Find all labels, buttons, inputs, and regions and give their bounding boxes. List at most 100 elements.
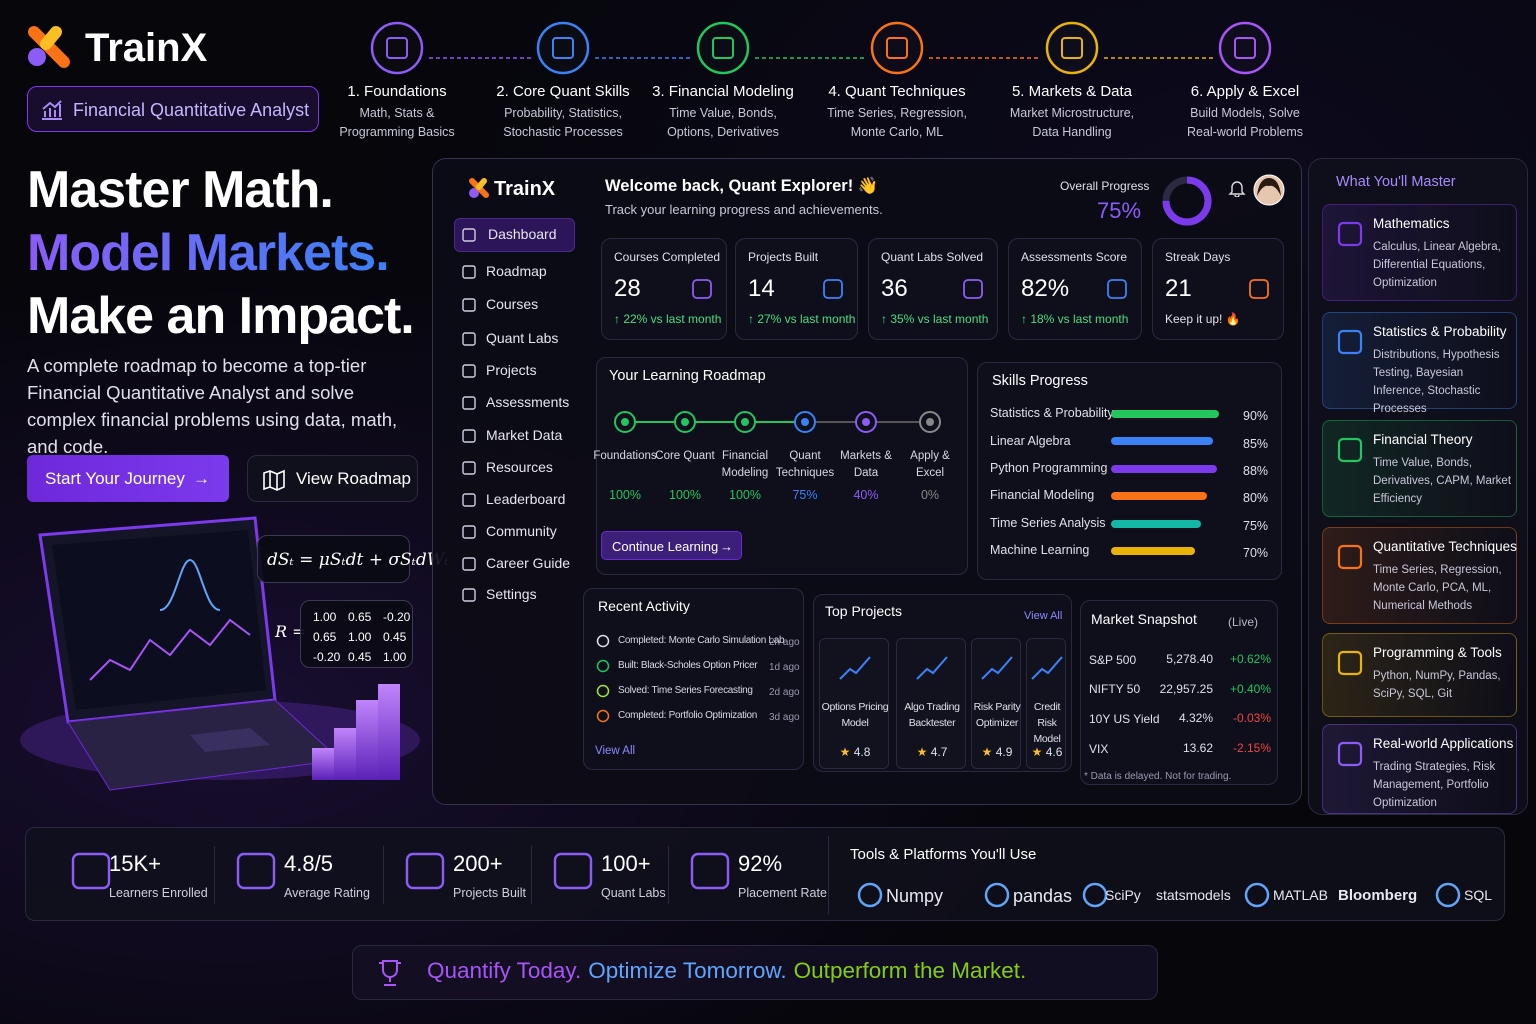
stage-node <box>793 410 817 434</box>
nav-item[interactable]: Assessments <box>486 394 570 411</box>
master-icon <box>1335 648 1365 678</box>
nav-item[interactable]: Settings <box>486 586 537 603</box>
primary-button[interactable]: Start Your Journey → <box>27 455 229 502</box>
rating: 4.6 <box>1045 745 1063 759</box>
activity-panel: Recent Activity Completed: Monte Carlo Si… <box>583 588 804 770</box>
market-note: * Data is delayed. Not for trading. <box>1084 770 1232 782</box>
market-name: VIX <box>1089 741 1109 756</box>
stat-card: Courses Completed 28 ↑ 22% vs last month <box>601 238 727 340</box>
stage-name: Apply & Excel <box>910 450 950 479</box>
step-connector <box>595 47 691 59</box>
tool-name: statsmodels <box>1156 887 1231 904</box>
continue-button[interactable]: Continue Learning → <box>601 531 742 560</box>
activity-time: 2h ago <box>769 636 800 648</box>
skill-bar <box>1111 519 1201 528</box>
step-text: 5. Markets & Data Market Microstructure, D… <box>982 83 1162 142</box>
project-card: Algo Trading Backtester ★ 4.7 <box>896 638 966 769</box>
master-title: Quantitative Techniques <box>1373 538 1517 554</box>
market-value: 5,278.40 <box>1166 652 1213 666</box>
step-text: 6. Apply & Excel Build Models, Solve Real-… <box>1155 83 1335 142</box>
step-title: 1. Foundations <box>347 83 447 100</box>
step-desc: Options, Derivatives <box>667 125 779 139</box>
matrix-cell: 0.45 <box>383 629 407 644</box>
master-desc: Distributions, Hypothesis Testing, Bayes… <box>1373 349 1500 415</box>
dash-brand: TrainX <box>494 177 556 200</box>
avatar <box>1253 174 1285 206</box>
matrix-cell: -0.20 <box>313 649 341 664</box>
skill-name: Time Series Analysis <box>990 515 1106 530</box>
master-card: Real-world Applications Trading Strategie… <box>1322 724 1517 814</box>
master-desc: Time Series, Regression, Monte Carlo, PC… <box>1373 564 1502 612</box>
stat-label: Assessments Score <box>1021 249 1128 264</box>
button-label: View Roadmap <box>296 469 411 489</box>
bell <box>1228 179 1246 198</box>
master-card: Programming & Tools Python, NumPy, Pandas… <box>1322 633 1517 717</box>
step-desc: Stochastic Processes <box>503 125 623 139</box>
skill-name: Statistics & Probability <box>990 406 1114 421</box>
market-value: 13.62 <box>1182 741 1213 756</box>
activity-text: Completed: Monte Carlo Simulation Lab <box>618 634 785 646</box>
tool-name: Numpy <box>886 885 944 906</box>
skill-bar <box>1111 410 1219 418</box>
master-title: Real-world Applications <box>1373 735 1514 751</box>
nav-item[interactable]: Community <box>486 523 557 540</box>
stage-node <box>673 410 697 434</box>
step-icon <box>1045 21 1099 75</box>
master-icon <box>1335 327 1365 357</box>
nav-item[interactable]: Quant Labs <box>486 330 559 347</box>
stat-icon <box>690 277 714 301</box>
tool-icon <box>1434 881 1462 909</box>
market-name: NIFTY 50 <box>1089 682 1141 697</box>
nav-item[interactable]: Leaderboard <box>486 491 566 508</box>
master-title: Financial Theory <box>1373 431 1473 447</box>
stat-card: Streak Days 21 Keep it up! 🔥 <box>1152 238 1284 340</box>
panel-title: Recent Activity <box>598 598 690 615</box>
master-desc: Trading Strategies, Risk Management, Por… <box>1373 761 1496 809</box>
nav-item[interactable]: Dashboard <box>488 226 557 243</box>
tool-name: SciPy <box>1105 887 1141 904</box>
stat-icon <box>234 850 278 892</box>
stage-node <box>854 410 878 434</box>
panel-title: Top Projects <box>825 603 903 620</box>
stat-label: Projects Built <box>748 249 819 264</box>
nav-item[interactable]: Roadmap <box>486 263 547 280</box>
market-change: +0.40% <box>1229 681 1271 696</box>
step-text: 2. Core Quant Skills Probability, Statist… <box>473 83 653 142</box>
master-desc: Python, NumPy, Pandas, SciPy, SQL, Git <box>1373 670 1501 700</box>
matrix-cell: -0.20 <box>383 609 411 624</box>
view-all[interactable]: View All <box>1024 610 1063 623</box>
master-card: Mathematics Calculus, Linear Algebra, Dif… <box>1322 204 1517 301</box>
activity-text: Completed: Portfolio Optimization <box>618 709 758 721</box>
step-icon <box>870 21 924 75</box>
stat-value: 36 <box>881 275 908 303</box>
matrix-label: R = <box>275 622 306 642</box>
nav-item[interactable]: Projects <box>486 362 537 379</box>
market-change: -2.15% <box>1232 741 1271 756</box>
view-all[interactable]: View All <box>595 744 636 757</box>
nav-item[interactable]: Career Guide <box>486 555 571 572</box>
stage-node <box>613 410 637 434</box>
stat-change: ↑ 18% vs last month <box>1021 311 1129 326</box>
tagline-box: Quantify Today. Optimize Tomorrow. Outperf… <box>352 945 1158 1000</box>
stat-icon <box>961 277 985 301</box>
secondary-button[interactable]: View Roadmap <box>247 455 418 502</box>
stage-name: Financial Modeling <box>721 450 769 479</box>
hero-line: Model Markets. <box>27 221 390 286</box>
nav-item[interactable]: Market Data <box>486 427 563 444</box>
nav-item[interactable]: Resources <box>486 459 553 476</box>
stat-icon <box>688 850 732 892</box>
nav-item[interactable]: Courses <box>486 296 539 313</box>
matrix-cell: 0.65 <box>313 629 337 644</box>
formula: dSₜ = μSₜdt + σSₜdWₜ <box>267 550 449 571</box>
hero-line: Master Math. <box>27 160 334 219</box>
activity-text: Solved: Time Series Forecasting <box>618 684 753 696</box>
market-value: 4.32% <box>1178 711 1213 726</box>
master-icon <box>1335 739 1365 769</box>
market-name: 10Y US Yield <box>1089 711 1160 726</box>
step-desc: Programming Basics <box>339 125 455 139</box>
stage-name: Quant Techniques <box>775 450 835 479</box>
step-connector <box>429 47 531 59</box>
panel-title: Market Snapshot <box>1091 611 1197 628</box>
tool-icon <box>1243 881 1271 909</box>
